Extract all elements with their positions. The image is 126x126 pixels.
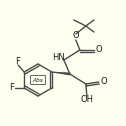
Text: O: O [73, 32, 79, 40]
Text: F: F [9, 84, 14, 92]
Text: F: F [15, 56, 20, 66]
Text: O: O [101, 77, 107, 87]
Polygon shape [52, 72, 70, 75]
Text: OH: OH [80, 96, 93, 104]
FancyBboxPatch shape [30, 75, 45, 85]
Text: Abs: Abs [33, 77, 43, 83]
Text: O: O [96, 45, 102, 55]
Text: HN: HN [53, 54, 65, 62]
